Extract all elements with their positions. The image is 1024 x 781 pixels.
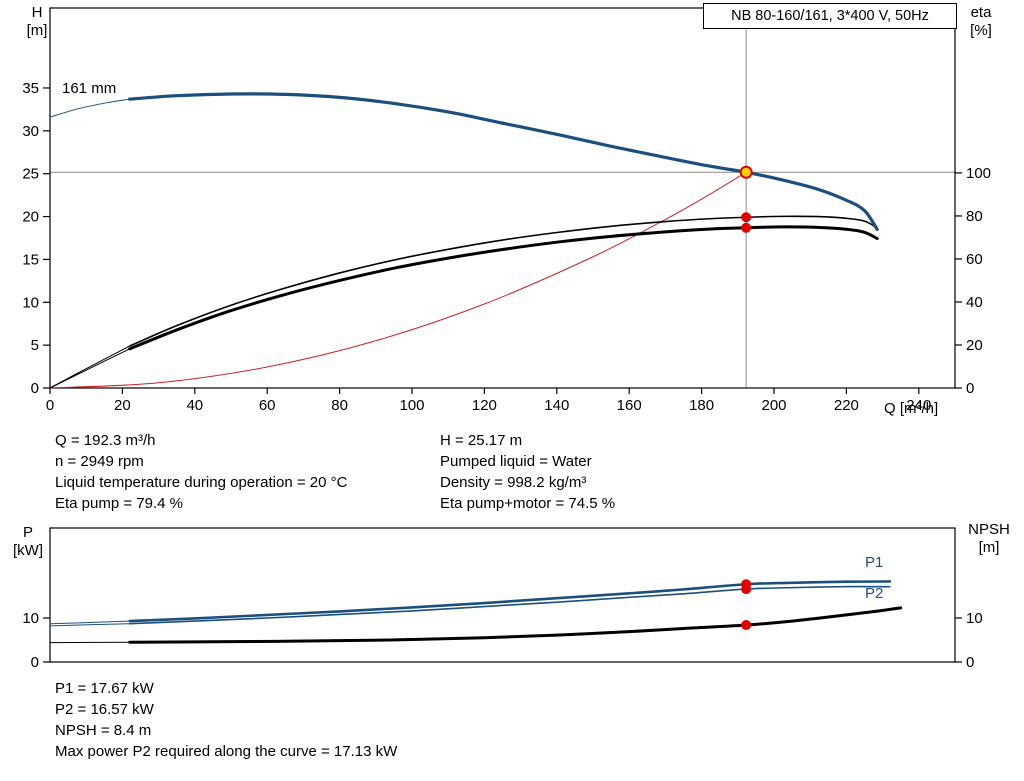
tick-label: 10 bbox=[966, 610, 983, 627]
tick-label: 10 bbox=[22, 610, 39, 627]
impeller-diameter-label: 161 mm bbox=[62, 80, 117, 97]
tick-label: 240 bbox=[906, 397, 931, 414]
p2-result-line: P2 = 16.57 kW bbox=[55, 701, 154, 718]
tick-label: 20 bbox=[966, 337, 983, 354]
duty-point-marker bbox=[739, 165, 753, 179]
plot-frame bbox=[49, 527, 956, 663]
head-curve-161mm-curve bbox=[49, 98, 131, 118]
tick-label: 0 bbox=[966, 654, 974, 671]
plot-frame bbox=[49, 7, 956, 389]
p2-curve bbox=[49, 623, 131, 627]
tick-label: 0 bbox=[46, 397, 54, 414]
power-axis-title-symbol: P bbox=[22, 524, 33, 541]
duty-marker-dot bbox=[741, 222, 752, 233]
duty-data-left-column: Q = 192.3 m³/h n = 2949 rpm Liquid tempe… bbox=[55, 430, 347, 514]
tick-label: 220 bbox=[834, 397, 859, 414]
eta-axis-title-symbol: eta bbox=[970, 4, 992, 21]
npsh-axis-title: NPSH [m] bbox=[960, 521, 1018, 557]
results-block: P1 = 17.67 kW P2 = 16.57 kW NPSH = 8.4 m… bbox=[55, 678, 397, 762]
tick-label: 80 bbox=[966, 208, 983, 225]
tick-label: 25 bbox=[22, 166, 39, 183]
tick-label: 60 bbox=[966, 251, 983, 268]
eta-pump-motor-curve bbox=[128, 225, 879, 351]
liquid-temperature-line: Liquid temperature during operation = 20… bbox=[55, 474, 348, 491]
duty-marker-dot bbox=[741, 584, 752, 595]
head-axis-title-unit: [m] bbox=[26, 22, 48, 39]
power-axis-title-unit: [kW] bbox=[13, 542, 43, 559]
tick-label: 15 bbox=[22, 251, 39, 268]
duty-data-right-column: H = 25.17 m Pumped liquid = Water Densit… bbox=[440, 430, 615, 514]
power-npsh-chart: 0 10 0 10 bbox=[22, 527, 983, 671]
power-axis-title: P [kW] bbox=[6, 524, 50, 560]
p1-curve bbox=[49, 620, 131, 625]
eta-pump-curve bbox=[128, 215, 878, 347]
p2-series-label: P2 bbox=[865, 585, 884, 602]
pumped-liquid-line: Pumped liquid = Water bbox=[440, 453, 592, 470]
eta-axis-title-unit: [%] bbox=[970, 22, 992, 39]
tick-label: 180 bbox=[689, 397, 714, 414]
eta-axis-title: eta [%] bbox=[963, 4, 999, 40]
tick-label: 80 bbox=[331, 397, 348, 414]
tick-label: 40 bbox=[966, 294, 983, 311]
tick-label: 10 bbox=[22, 294, 39, 311]
tick-label: 140 bbox=[544, 397, 569, 414]
p2-curve bbox=[128, 585, 891, 625]
tick-label: 120 bbox=[472, 397, 497, 414]
system-curve-curve bbox=[49, 171, 747, 389]
tick-label: 100 bbox=[399, 397, 424, 414]
eta-pump-motor-line: Eta pump+motor = 74.5 % bbox=[440, 495, 616, 512]
p1-series-label: P1 bbox=[865, 554, 884, 571]
tick-label: 60 bbox=[259, 397, 276, 414]
tick-label: 40 bbox=[186, 397, 203, 414]
head-curve-161mm-curve bbox=[128, 92, 879, 232]
head-axis-title: H [m] bbox=[20, 4, 54, 40]
pump-designation-box: NB 80-160/161, 3*400 V, 50Hz bbox=[703, 3, 957, 29]
tick-label: 5 bbox=[31, 337, 39, 354]
duty-marker-dot bbox=[741, 212, 752, 223]
density-line: Density = 998.2 kg/m³ bbox=[440, 474, 587, 491]
tick-label: 160 bbox=[617, 397, 642, 414]
tick-label: 20 bbox=[114, 397, 131, 414]
eta-pump-line: Eta pump = 79.4 % bbox=[55, 495, 183, 512]
tick-label: 30 bbox=[22, 123, 39, 140]
npsh-axis-title-symbol: NPSH bbox=[968, 521, 1010, 538]
tick-label: 20 bbox=[22, 209, 39, 226]
tick-label: 200 bbox=[761, 397, 786, 414]
npsh-axis-title-unit: [m] bbox=[978, 539, 1000, 556]
p1-result-line: P1 = 17.67 kW bbox=[55, 680, 154, 697]
qh-eta-chart: 0 20 40 60 80 100 120 140 160 180 200 220 2400510152… bbox=[22, 7, 991, 414]
flow-value-line: Q = 192.3 m³/h bbox=[55, 432, 156, 449]
p1-curve bbox=[128, 580, 892, 623]
duty-marker-dot bbox=[741, 620, 752, 631]
flow-axis-title: Q [m³/h] bbox=[884, 400, 939, 417]
tick-label: 100 bbox=[966, 165, 991, 182]
tick-label: 0 bbox=[966, 380, 974, 397]
head-axis-title-symbol: H bbox=[31, 4, 43, 21]
npsh-result-line: NPSH = 8.4 m bbox=[55, 722, 152, 739]
tick-label: 35 bbox=[22, 80, 39, 97]
npsh-curve bbox=[128, 606, 903, 644]
tick-label: 0 bbox=[31, 380, 39, 397]
tick-label: 0 bbox=[31, 654, 39, 671]
max-power-result-line: Max power P2 required along the curve = … bbox=[55, 743, 398, 760]
head-value-line: H = 25.17 m bbox=[440, 432, 523, 449]
speed-value-line: n = 2949 rpm bbox=[55, 453, 144, 470]
eta-pump-motor-curve bbox=[49, 348, 131, 389]
